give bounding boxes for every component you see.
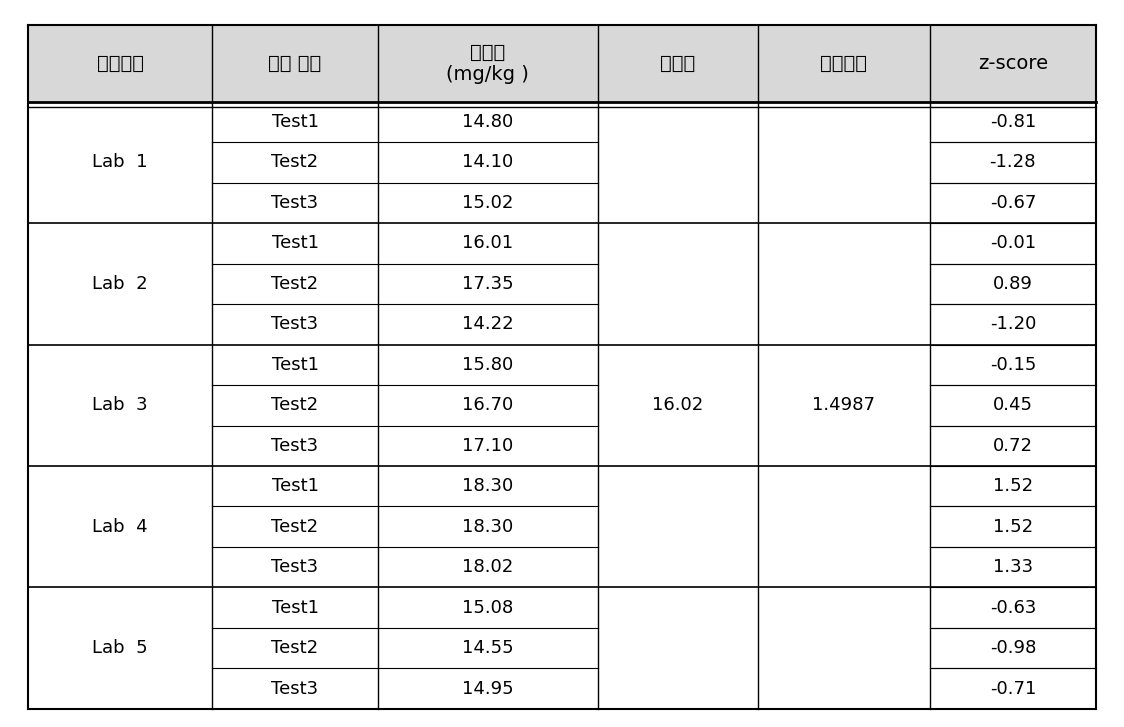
Text: Lab  3: Lab 3 [92, 396, 148, 414]
Text: 결과값
(mg/kg ): 결과값 (mg/kg ) [446, 43, 529, 84]
Text: 14.55: 14.55 [462, 639, 514, 657]
Text: Test1: Test1 [272, 477, 318, 495]
Text: 14.95: 14.95 [462, 680, 514, 698]
Text: 16.01: 16.01 [462, 234, 514, 252]
Text: -0.67: -0.67 [989, 194, 1036, 212]
Text: Test3: Test3 [272, 437, 318, 455]
Text: Test2: Test2 [272, 639, 318, 657]
Text: 15.08: 15.08 [462, 598, 514, 616]
Text: -0.15: -0.15 [989, 356, 1036, 374]
Text: 시행 회수: 시행 회수 [269, 54, 321, 73]
Text: Test1: Test1 [272, 234, 318, 252]
Text: Test1: Test1 [272, 113, 318, 131]
Text: Test1: Test1 [272, 356, 318, 374]
Text: 1.33: 1.33 [992, 558, 1033, 577]
Text: Lab  5: Lab 5 [92, 639, 148, 657]
Text: 14.80: 14.80 [462, 113, 514, 131]
Text: -0.98: -0.98 [989, 639, 1036, 657]
Text: -1.20: -1.20 [989, 316, 1036, 334]
Text: z-score: z-score [978, 54, 1048, 73]
Text: Lab  1: Lab 1 [92, 153, 147, 172]
Text: 18.02: 18.02 [462, 558, 514, 577]
Text: Test3: Test3 [272, 194, 318, 212]
Text: 17.35: 17.35 [462, 275, 514, 293]
Text: -0.01: -0.01 [990, 234, 1036, 252]
Text: 1.4987: 1.4987 [813, 396, 876, 414]
Text: 0.45: 0.45 [992, 396, 1033, 414]
Text: 14.10: 14.10 [462, 153, 514, 172]
Text: Lab  4: Lab 4 [92, 518, 148, 536]
Text: Test3: Test3 [272, 316, 318, 334]
Text: 1.52: 1.52 [992, 477, 1033, 495]
Text: 18.30: 18.30 [462, 518, 514, 536]
Text: -1.28: -1.28 [989, 153, 1036, 172]
Text: 0.72: 0.72 [992, 437, 1033, 455]
Text: -0.71: -0.71 [989, 680, 1036, 698]
Text: 18.30: 18.30 [462, 477, 514, 495]
Text: 15.80: 15.80 [462, 356, 514, 374]
Text: -0.63: -0.63 [989, 598, 1036, 616]
Text: Test2: Test2 [272, 275, 318, 293]
Text: 표준편차: 표준편차 [821, 54, 868, 73]
Text: -0.81: -0.81 [990, 113, 1036, 131]
Text: 17.10: 17.10 [462, 437, 514, 455]
Text: 0.89: 0.89 [992, 275, 1033, 293]
Text: Test2: Test2 [272, 518, 318, 536]
Text: Test3: Test3 [272, 680, 318, 698]
Text: Test1: Test1 [272, 598, 318, 616]
Text: Test2: Test2 [272, 153, 318, 172]
Text: 16.02: 16.02 [652, 396, 704, 414]
Text: 14.22: 14.22 [462, 316, 514, 334]
Text: 1.52: 1.52 [992, 518, 1033, 536]
Text: Lab  2: Lab 2 [92, 275, 148, 293]
Text: 참여기관: 참여기관 [97, 54, 144, 73]
Text: 평균값: 평균값 [660, 54, 696, 73]
Text: Test2: Test2 [272, 396, 318, 414]
Text: Test3: Test3 [272, 558, 318, 577]
Text: 15.02: 15.02 [462, 194, 514, 212]
Bar [28, 25, 1096, 102]
Text: 16.70: 16.70 [462, 396, 514, 414]
